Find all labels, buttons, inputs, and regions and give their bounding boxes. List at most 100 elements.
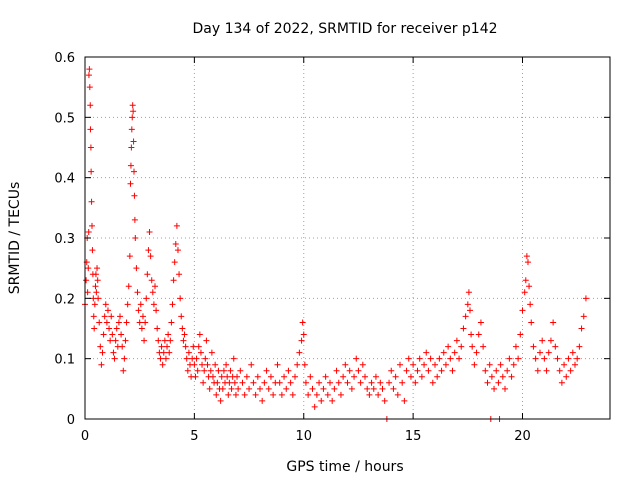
- data-point: [447, 355, 454, 362]
- data-point: [204, 361, 211, 368]
- data-point: [318, 397, 325, 404]
- data-point: [234, 373, 241, 380]
- data-point: [88, 168, 95, 175]
- data-point: [416, 355, 423, 362]
- data-point: [115, 319, 122, 326]
- data-point: [243, 373, 250, 380]
- data-point: [130, 138, 137, 145]
- data-point: [214, 379, 221, 386]
- data-point: [225, 391, 232, 398]
- data-point: [392, 373, 399, 380]
- data-point: [335, 379, 342, 386]
- data-point: [333, 367, 340, 374]
- data-point: [131, 168, 137, 175]
- data-point: [528, 319, 535, 326]
- data-point: [504, 367, 511, 374]
- data-point: [219, 385, 226, 392]
- data-point: [329, 397, 336, 404]
- data-point: [267, 373, 274, 380]
- data-point: [125, 283, 132, 290]
- data-point: [576, 343, 583, 350]
- data-point: [464, 301, 471, 308]
- data-point: [135, 307, 142, 314]
- data-point: [438, 367, 445, 374]
- data-point: [493, 367, 500, 374]
- data-point: [148, 277, 155, 284]
- data-point: [302, 379, 309, 386]
- data-point: [375, 391, 382, 398]
- data-point: [515, 355, 522, 362]
- data-point: [97, 343, 104, 350]
- data-point: [241, 391, 248, 398]
- data-point: [359, 361, 366, 368]
- data-point: [484, 379, 491, 386]
- data-point: [132, 235, 139, 241]
- data-point: [547, 337, 554, 344]
- data-point: [250, 379, 257, 386]
- data-point: [300, 331, 307, 338]
- data-point: [342, 361, 349, 368]
- data-point: [324, 391, 331, 398]
- data-point: [220, 367, 227, 374]
- data-point: [574, 355, 581, 362]
- data-point: [265, 385, 272, 392]
- data-point: [418, 373, 425, 380]
- data-point: [320, 385, 327, 392]
- data-point: [166, 349, 173, 356]
- data-point: [561, 361, 568, 368]
- data-point: [410, 361, 417, 368]
- data-point: [399, 379, 406, 386]
- data-point: [185, 349, 192, 356]
- data-point: [458, 343, 465, 350]
- data-point: [355, 367, 362, 374]
- data-point: [527, 301, 534, 308]
- data-point: [113, 325, 120, 332]
- data-point: [195, 343, 202, 350]
- data-point: [261, 379, 268, 386]
- data-point: [157, 355, 164, 362]
- data-point: [164, 343, 171, 350]
- data-point: [480, 343, 487, 350]
- data-point: [153, 307, 160, 314]
- data-point: [556, 367, 563, 374]
- data-point: [239, 379, 246, 386]
- data-point: [99, 349, 106, 356]
- data-point: [91, 301, 98, 308]
- data-point: [128, 144, 135, 151]
- y-tick-label: 0.3: [54, 232, 75, 247]
- data-point: [442, 361, 449, 368]
- data-point: [88, 198, 95, 205]
- data-point: [425, 367, 432, 374]
- data-point: [232, 391, 239, 398]
- data-point: [87, 102, 94, 109]
- data-point: [127, 180, 134, 187]
- data-point: [150, 301, 157, 308]
- data-point: [136, 319, 143, 326]
- data-point: [92, 283, 99, 290]
- data-point: [152, 283, 158, 290]
- data-point: [117, 313, 123, 320]
- data-point: [379, 385, 386, 392]
- data-point: [174, 247, 181, 254]
- data-point: [407, 373, 414, 380]
- data-point: [456, 355, 463, 362]
- data-point: [168, 319, 175, 326]
- data-point: [98, 361, 105, 368]
- data-point: [270, 391, 277, 398]
- data-point: [449, 367, 456, 374]
- data-point: [276, 379, 283, 386]
- data-point: [412, 379, 419, 386]
- data-point: [388, 367, 395, 374]
- data-point: [512, 343, 519, 350]
- data-point: [203, 337, 210, 344]
- data-point: [218, 373, 225, 380]
- data-point: [194, 367, 201, 374]
- data-point: [170, 277, 177, 284]
- data-point: [543, 367, 550, 374]
- data-point: [169, 301, 176, 308]
- data-point: [550, 319, 557, 326]
- data-point: [87, 144, 94, 151]
- data-point: [432, 361, 438, 368]
- data-point: [370, 385, 377, 392]
- chart-title: Day 134 of 2022, SRMTID for receiver p14…: [192, 21, 497, 37]
